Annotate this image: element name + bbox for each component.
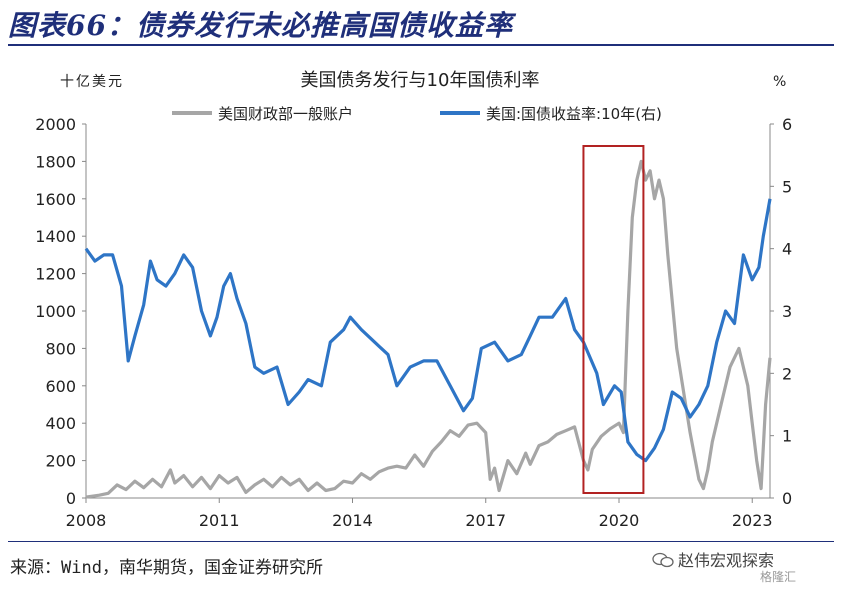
left-tick-label: 1000 (35, 302, 76, 321)
right-tick-label: 2 (782, 364, 792, 383)
left-tick-label: 1600 (35, 190, 76, 209)
left-tick-label: 400 (45, 414, 76, 433)
wechat-icon (652, 552, 674, 568)
plot-area: 0 200 400 600 800 1000 1200 1400 1600 1800 2000 0 1 2… (35, 115, 792, 530)
legend-label: 美国:国债收益率:10年(右) (486, 105, 662, 123)
watermark-text: 赵伟宏观探索 (678, 551, 775, 570)
left-tick-label: 2000 (35, 115, 76, 134)
chart-title: 美国债务发行与10年国债利率 (301, 70, 540, 91)
x-tick-label: 2014 (332, 511, 373, 530)
left-tick-label: 200 (45, 452, 76, 471)
left-tick-label: 0 (66, 489, 76, 508)
series-line-treasury-general-account (85, 159, 772, 499)
left-axis-unit: 十亿美元 (60, 74, 124, 90)
left-tick-label: 1800 (35, 152, 76, 171)
source-note: 来源：Wind，南华期货，国金证券研究所 (10, 558, 323, 578)
left-tick-label: 1200 (35, 265, 76, 284)
line-chart: 美国债务发行与10年国债利率 十亿美元 % 美国财政部一般账户 美国:国债收益率:… (35, 70, 792, 530)
watermark: 赵伟宏观探索 (652, 547, 774, 571)
right-tick-label: 1 (782, 427, 792, 446)
x-tick-label: 2023 (732, 511, 773, 530)
series-line-10y-yield (84, 198, 772, 463)
title-rule (8, 44, 834, 46)
right-tick-label: 4 (782, 240, 792, 259)
right-axis-unit: % (773, 74, 786, 90)
x-tick-label: 2020 (599, 511, 640, 530)
right-tick-label: 6 (782, 115, 792, 134)
footer-rule (8, 541, 834, 542)
highlight-box (582, 145, 645, 494)
left-tick-label: 1400 (35, 227, 76, 246)
right-tick-label: 5 (782, 177, 792, 196)
x-tick-label: 2011 (199, 511, 240, 530)
left-tick-label: 800 (45, 339, 76, 358)
legend-label: 美国财政部一般账户 (218, 105, 353, 123)
right-tick-label: 0 (782, 489, 792, 508)
left-tick-label: 600 (45, 377, 76, 396)
chart-legend: 美国财政部一般账户 美国:国债收益率:10年(右) (172, 105, 662, 123)
x-tick-label: 2017 (465, 511, 506, 530)
right-tick-label: 3 (782, 302, 792, 321)
x-tick-label: 2008 (66, 511, 107, 530)
watermark-small: 格隆汇 (760, 570, 797, 584)
figure-title: 图表66：债券发行未必推高国债收益率 (8, 9, 513, 42)
